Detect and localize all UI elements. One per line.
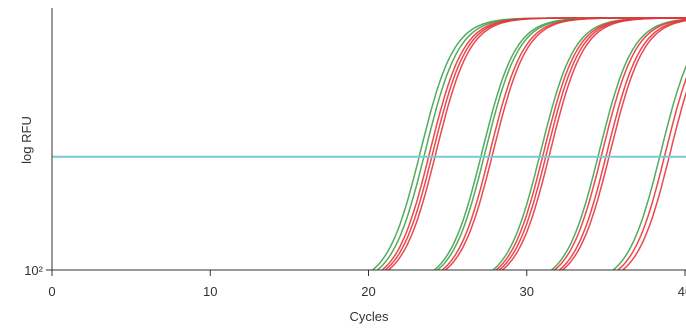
amplification-curves xyxy=(371,17,686,270)
y-axis-label: log RFU xyxy=(19,116,34,164)
amplification-curve xyxy=(558,19,686,270)
x-tick-label: 0 xyxy=(48,284,55,299)
amplification-curve xyxy=(494,17,686,270)
x-tick-label: 20 xyxy=(361,284,375,299)
x-tick-labels: 0 10 20 30 40 xyxy=(48,284,686,299)
amplification-curve xyxy=(444,17,686,270)
x-tick-label: 40 xyxy=(678,284,686,299)
x-ticks xyxy=(51,270,686,276)
amplification-curve xyxy=(553,18,686,270)
amplification-curve xyxy=(436,17,686,270)
amplification-curve xyxy=(611,64,686,270)
amplification-curve xyxy=(380,17,686,270)
x-tick-label: 30 xyxy=(520,284,534,299)
amplification-curve xyxy=(561,19,686,270)
amplification-curve xyxy=(616,76,686,270)
amplification-curve xyxy=(440,17,686,270)
amplification-curve xyxy=(550,18,686,270)
amplification-curve xyxy=(501,17,686,270)
y-tick-label: 10² xyxy=(24,263,43,278)
x-tick-label: 10 xyxy=(203,284,217,299)
x-axis-label: Cycles xyxy=(349,309,389,324)
amplification-curve xyxy=(621,91,686,270)
